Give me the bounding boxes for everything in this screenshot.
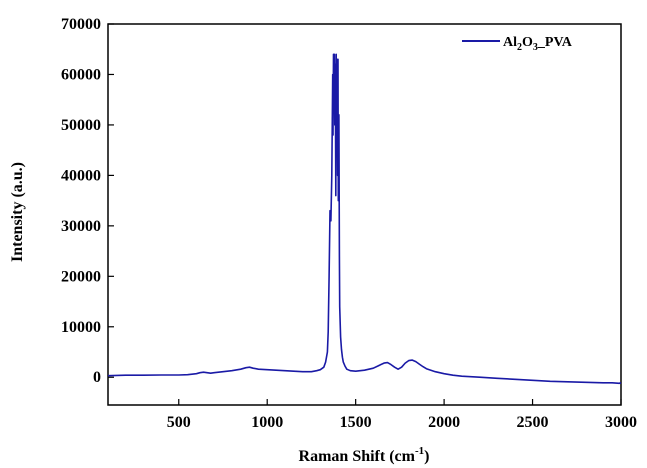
series-line [107, 53, 622, 385]
y-tick-label: 70000 [61, 16, 101, 33]
y-axis-title: Intensity (a.u.) [9, 162, 26, 262]
x-tick-label: 500 [167, 414, 191, 431]
y-tick-label: 40000 [61, 167, 101, 184]
plot-frame [107, 23, 622, 406]
x-tick-label: 2500 [517, 414, 549, 431]
x-tick-label: 2000 [428, 414, 460, 431]
y-tick-label: 50000 [61, 117, 101, 134]
y-tick-label: 20000 [61, 268, 101, 285]
y-axis: 0 10000 20000 30000 40000 50000 60000 70000 [61, 16, 114, 386]
x-tick-label: 1000 [251, 414, 283, 431]
legend: Al2O3_PVA [452, 27, 620, 77]
series-group [107, 53, 622, 385]
y-tick-label: 0 [93, 369, 101, 386]
y-tick-label: 60000 [61, 66, 101, 83]
legend-box [452, 27, 620, 77]
x-axis: 500 1000 1500 2000 2500 3000 [167, 399, 637, 431]
x-tick-label: 3000 [605, 414, 637, 431]
legend-label: Al2O3_PVA [503, 35, 573, 53]
y-tick-label: 30000 [61, 218, 101, 235]
x-axis-title: Raman Shift (cm-1) [299, 445, 430, 465]
y-tick-label: 10000 [61, 319, 101, 336]
x-tick-label: 1500 [340, 414, 372, 431]
